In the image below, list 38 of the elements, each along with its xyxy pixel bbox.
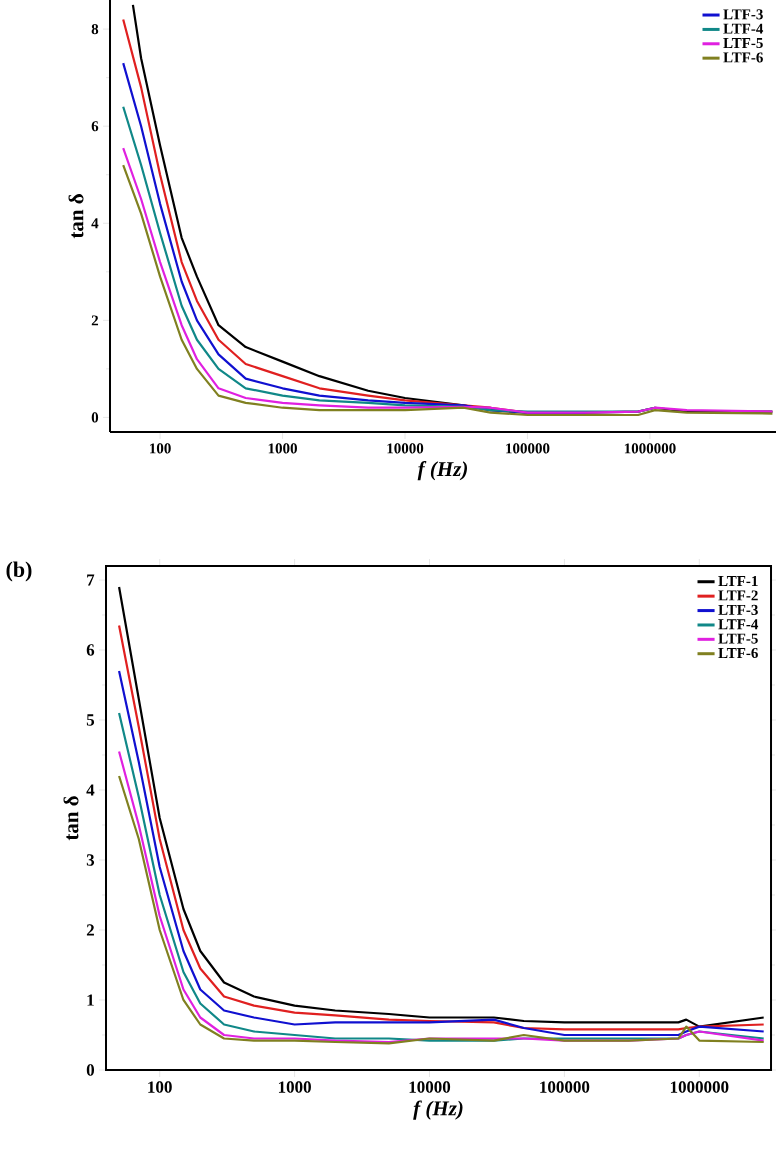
y-tick-label: 7 [87,574,95,586]
legend-label: LTF-3 [723,9,763,20]
x-tick-label: 100000 [506,443,550,454]
x-tick-label: 100 [150,443,171,454]
legend-label: LTF-1 [718,576,758,586]
x-tick-label: 1000 [278,1081,311,1093]
x-tick-label: 100 [148,1081,172,1093]
y-tick-label: 2 [86,924,94,936]
y-tick-label: 6 [91,121,99,132]
legend-label: LTF-3 [718,604,758,615]
x-tick-label: 10000 [409,1081,451,1093]
y-tick-label: 3 [86,854,95,866]
y-tick-label: 0 [86,1064,95,1076]
y-tick-label: 1 [87,994,94,1006]
y-axis-title: tan δ [68,194,84,239]
y-tick-label: 4 [86,784,95,796]
x-tick-label: 1000 [268,443,297,454]
legend-label: LTF-6 [718,647,758,659]
y-tick-label: 6 [86,644,95,656]
legend-label: LTF-2 [718,590,758,601]
y-tick-label: 5 [86,714,95,726]
x-tick-label: 100000 [540,1081,590,1093]
legend-label: LTF-5 [718,633,758,644]
y-tick-label: 4 [91,218,99,229]
legend-label: LTF-5 [723,38,763,49]
x-axis-title: f (Hz) [417,461,468,481]
x-tick-label: 10000 [387,443,424,454]
y-tick-label: 8 [91,24,99,35]
y-tick-label: 0 [91,412,99,423]
legend-label: LTF-4 [718,619,759,630]
y-axis-title: tan δ [63,796,79,841]
legend-label: LTF-6 [723,52,763,63]
text: (b) [6,561,32,582]
y-tick-label: 2 [91,315,99,326]
x-axis-title: f (Hz) [413,1100,463,1120]
x-tick-label: 1000000 [670,1081,729,1093]
x-tick-label: 1000000 [624,443,676,454]
legend-label: LTF-4 [723,23,764,34]
